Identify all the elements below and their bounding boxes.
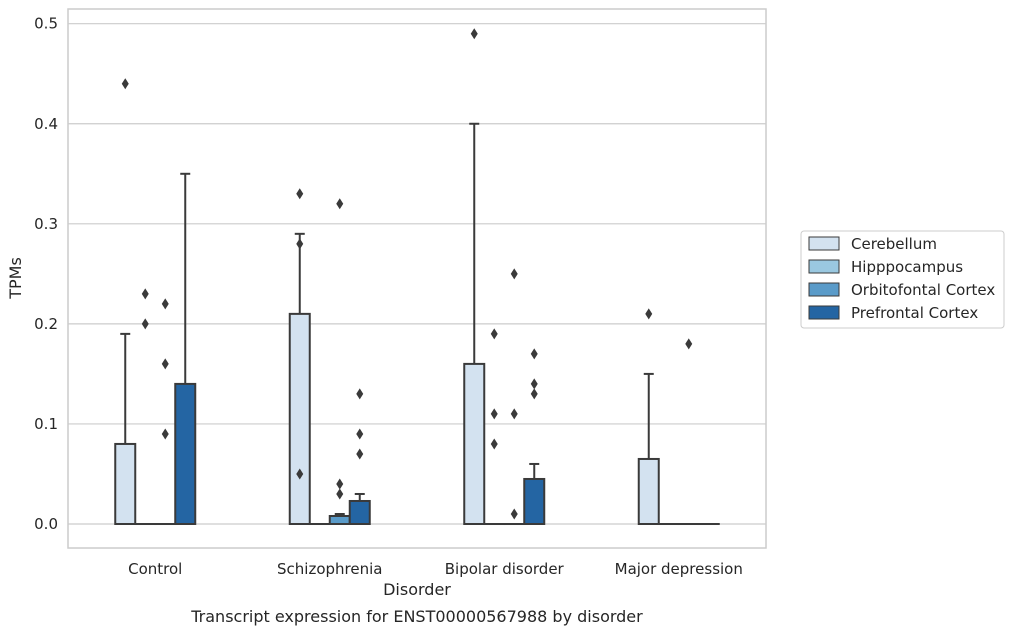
outlier-point: [336, 198, 344, 210]
outlier-point: [510, 508, 518, 520]
legend: Cerebellum Hipppocampus Orbitofontal Corte…: [800, 230, 1005, 329]
outlier-point: [356, 448, 364, 460]
outlier-point: [161, 428, 169, 440]
box-orbitofontal-cortex: [154, 298, 177, 526]
y-tick-label: 0.3: [34, 215, 58, 233]
plot-area: [67, 8, 767, 549]
outlier-point: [645, 308, 653, 320]
boxes-layer: [114, 28, 720, 526]
box-orbitofontal-cortex: [503, 268, 526, 526]
outlier-point: [141, 288, 149, 300]
outlier-point: [530, 388, 538, 400]
y-tick-label: 0.2: [34, 315, 58, 333]
outlier-point: [510, 268, 518, 280]
box-body: [637, 457, 660, 525]
outlier-point: [510, 408, 518, 420]
legend-label: Prefrontal Cortex: [851, 304, 978, 322]
box-body: [174, 382, 197, 525]
outlier-point: [490, 408, 498, 420]
box-body: [328, 514, 351, 525]
legend-swatch: [808, 305, 840, 320]
box-body: [348, 499, 371, 526]
legend-swatch: [808, 259, 840, 274]
legend-swatch: [808, 282, 840, 297]
y-tick-labels: 0.0 0.1 0.2 0.3 0.4 0.5: [34, 15, 58, 533]
box-body: [463, 362, 486, 525]
y-tick-label: 0.1: [34, 415, 58, 433]
y-tick-label: 0.5: [34, 15, 58, 33]
box-hipppocampus: [483, 328, 506, 526]
outlier-point: [296, 238, 304, 250]
x-tick-labels: Control Schizophrenia Bipolar disorder Majo…: [128, 560, 743, 578]
y-tick-label: 0.4: [34, 115, 58, 133]
box-prefrontal-cortex: [348, 388, 371, 526]
legend-frame: [800, 230, 1005, 329]
outlier-point: [161, 298, 169, 310]
chart-caption: Transcript expression for ENST0000056798…: [190, 607, 643, 626]
box-cerebellum: [288, 188, 311, 525]
box-cerebellum: [463, 28, 486, 525]
box-prefrontal-cortex: [523, 348, 546, 525]
outlier-point: [685, 338, 693, 350]
outlier-point: [296, 468, 304, 480]
outlier-point: [470, 28, 478, 40]
y-tick-label: 0.0: [34, 515, 58, 533]
outlier-point: [141, 318, 149, 330]
y-axis-label: TPMs: [6, 257, 25, 300]
box-cerebellum: [114, 78, 137, 525]
outlier-point: [336, 488, 344, 500]
legend-swatch: [808, 236, 840, 251]
outlier-point: [356, 388, 364, 400]
outlier-point: [530, 378, 538, 390]
x-tick-label: Schizophrenia: [277, 560, 382, 578]
outlier-point: [121, 78, 129, 90]
x-tick-label: Major depression: [615, 560, 743, 578]
outlier-point: [490, 438, 498, 450]
box-body: [114, 442, 137, 525]
box-body: [523, 477, 546, 525]
outlier-point: [161, 358, 169, 370]
box-body: [288, 312, 311, 525]
x-axis-label: Disorder: [383, 580, 451, 599]
outlier-point: [356, 428, 364, 440]
legend-label: Cerebellum: [851, 235, 937, 253]
box-cerebellum: [637, 308, 660, 525]
legend-label: Orbitofontal Cortex: [851, 281, 995, 299]
x-tick-label: Control: [128, 560, 182, 578]
legend-label: Hipppocampus: [851, 258, 963, 276]
outlier-point: [490, 328, 498, 340]
outlier-point: [530, 348, 538, 360]
box-prefrontal-cortex: [174, 172, 197, 525]
x-tick-label: Bipolar disorder: [445, 560, 565, 578]
outlier-point: [336, 478, 344, 490]
outlier-point: [296, 188, 304, 200]
